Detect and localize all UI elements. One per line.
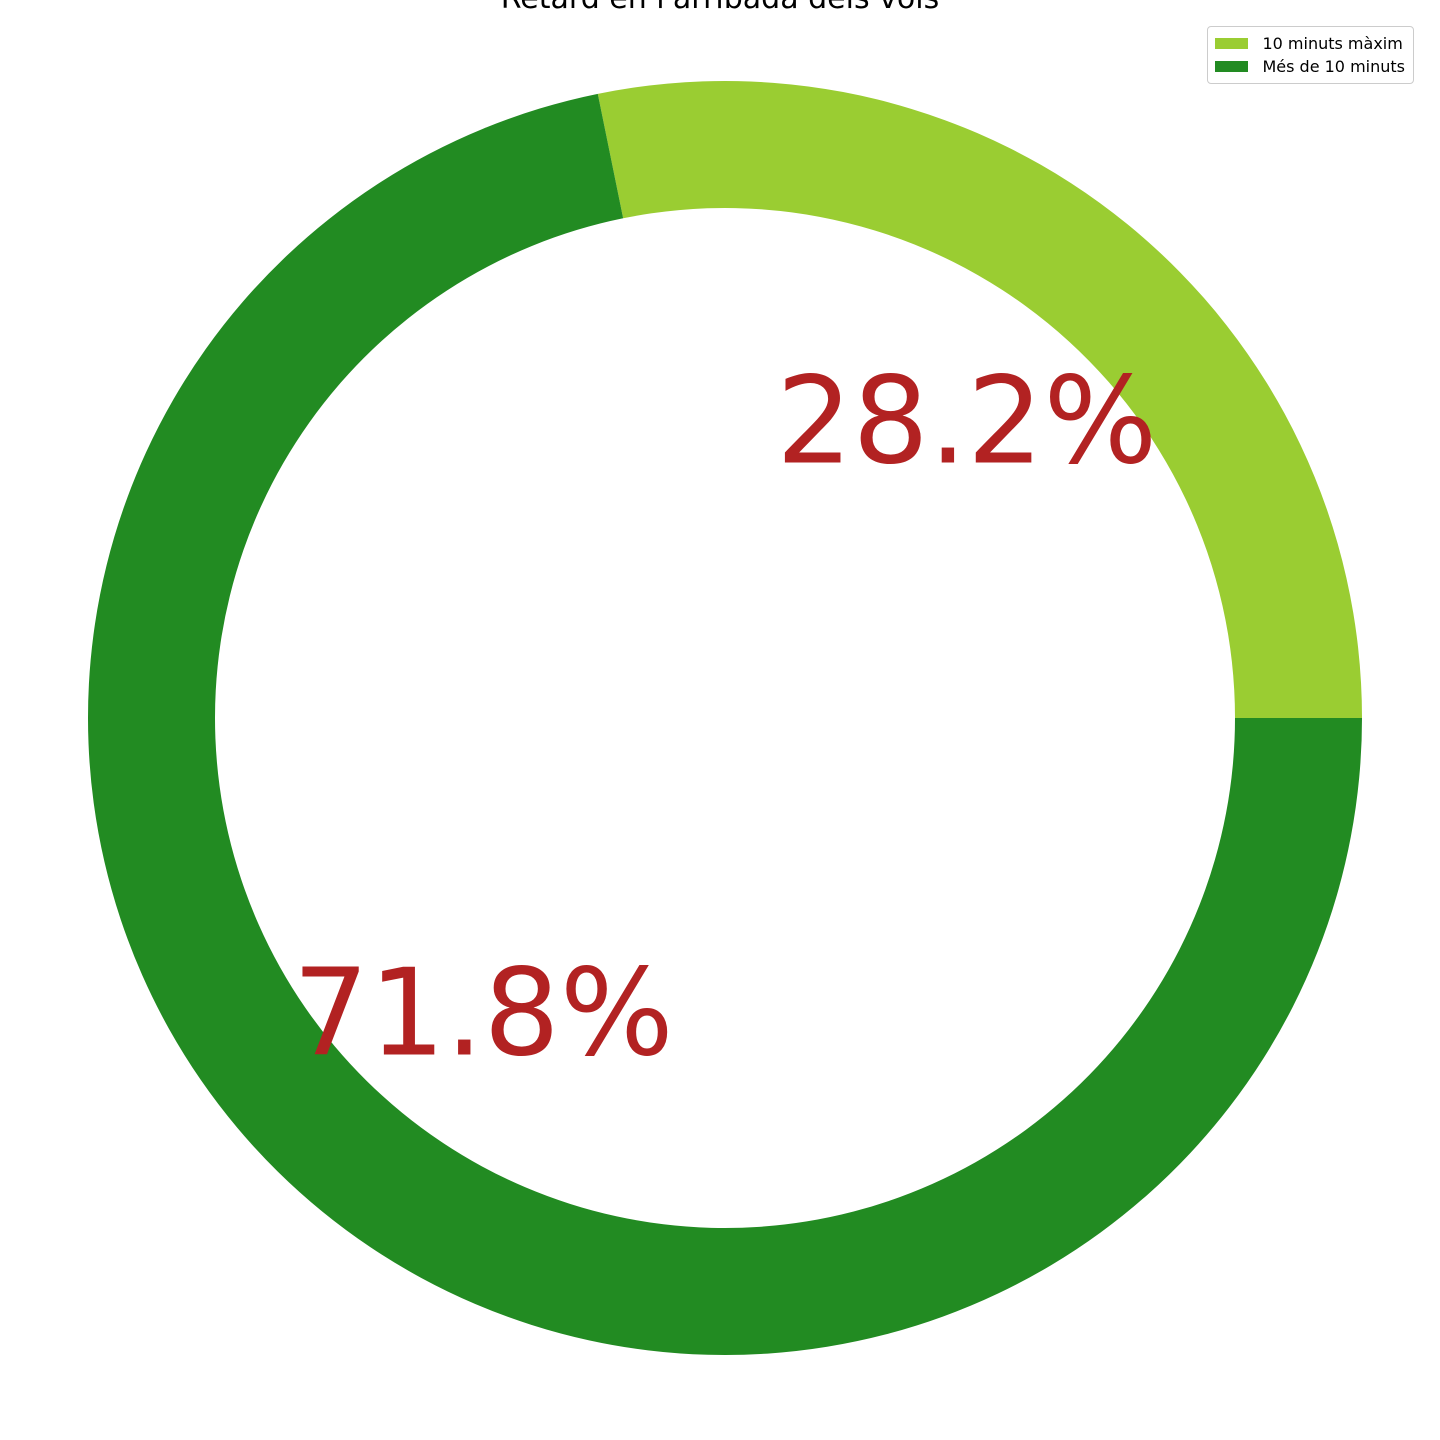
legend-swatch-mes-de-10-minuts — [1215, 61, 1249, 72]
legend-label-10-minuts-maxim: 10 minuts màxim — [1262, 34, 1403, 53]
legend-item-mes-de-10-minuts[interactable]: Més de 10 minuts — [1215, 55, 1405, 78]
slice-labels: 28.2% 71.8% — [293, 352, 1158, 1083]
legend-label-mes-de-10-minuts: Més de 10 minuts — [1262, 57, 1405, 76]
chart-title: Retard en l'arribada dels vols — [501, 0, 939, 16]
legend-item-10-minuts-maxim[interactable]: 10 minuts màxim — [1215, 32, 1405, 55]
donut-slices — [88, 80, 1363, 1355]
label-slice-mes-de-10-minuts: 71.8% — [293, 945, 674, 1084]
slice-10-minuts-maxim — [597, 80, 1362, 718]
label-slice-10-minuts-maxim: 28.2% — [776, 352, 1157, 491]
legend-swatch-10-minuts-maxim — [1215, 38, 1249, 49]
chart-legend: 10 minuts màxim Més de 10 minuts — [1207, 26, 1414, 84]
